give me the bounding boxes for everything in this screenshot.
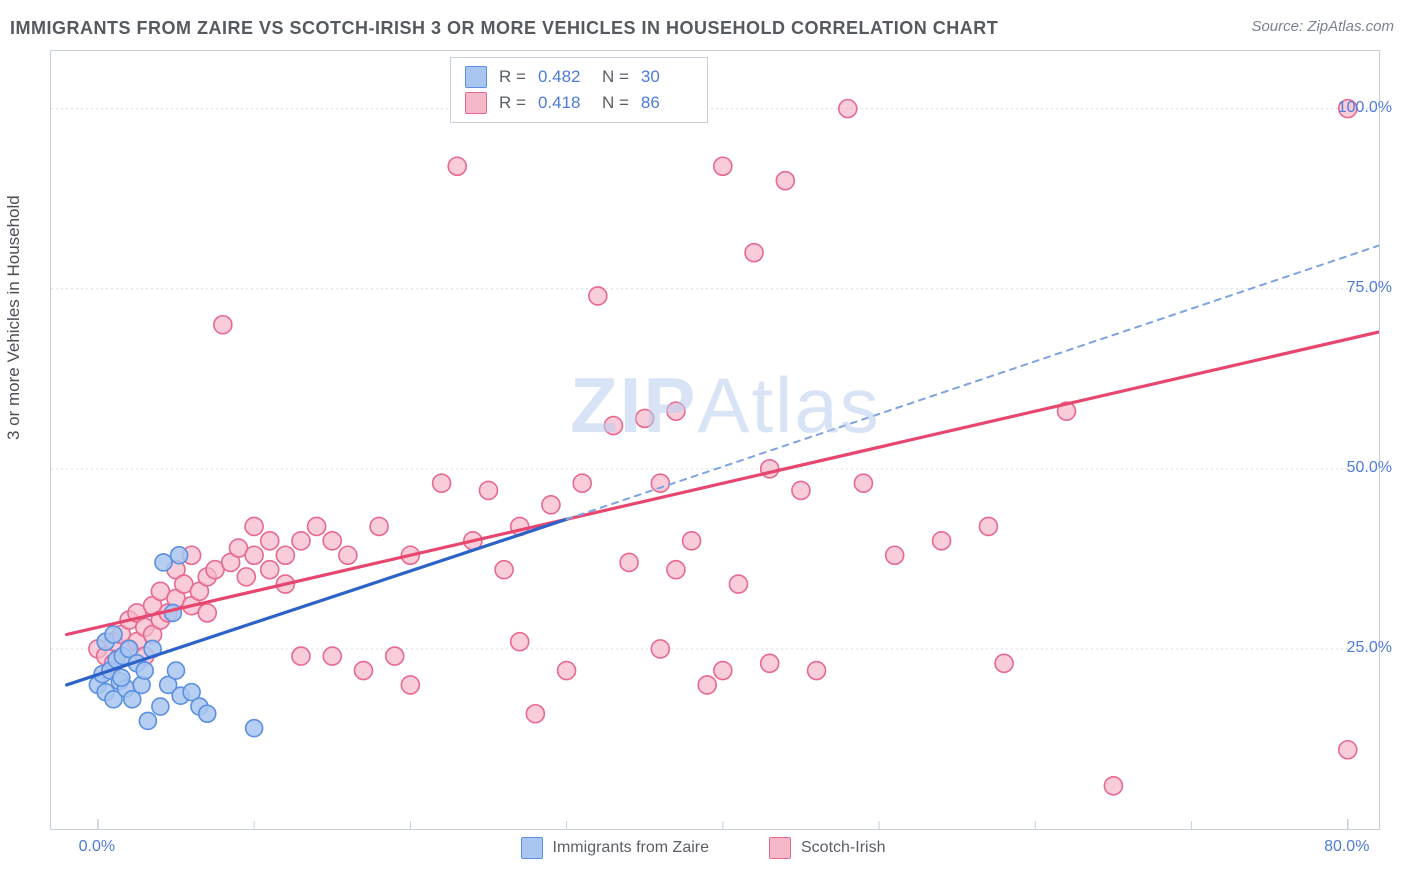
source-attribution: Source: ZipAtlas.com [1251,18,1394,35]
y-tick-label: 50.0% [1347,459,1392,477]
legend-swatch [769,837,791,859]
watermark: ZIPAtlas [570,360,881,451]
y-axis-label: 3 or more Vehicles in Household [4,195,24,440]
correlation-stats-box: R = 0.482N = 30R = 0.418N = 86 [450,57,708,123]
x-tick-label: 80.0% [1324,838,1369,856]
x-tick-label: 0.0% [79,838,115,856]
y-tick-label: 100.0% [1338,99,1392,117]
y-tick-label: 75.0% [1347,279,1392,297]
legend-swatch [521,837,543,859]
series-swatch [465,92,487,114]
chart-title: IMMIGRANTS FROM ZAIRE VS SCOTCH-IRISH 3 … [10,18,998,39]
series-swatch [465,66,487,88]
legend-item: Immigrants from Zaire [521,837,709,859]
series-legend: Immigrants from Zaire Scotch-Irish [0,837,1406,859]
legend-label: Immigrants from Zaire [553,839,709,857]
y-tick-label: 25.0% [1347,639,1392,657]
stats-row: R = 0.482N = 30 [465,64,693,90]
stats-row: R = 0.418N = 86 [465,90,693,116]
legend-label: Scotch-Irish [801,839,885,857]
legend-item: Scotch-Irish [769,837,885,859]
